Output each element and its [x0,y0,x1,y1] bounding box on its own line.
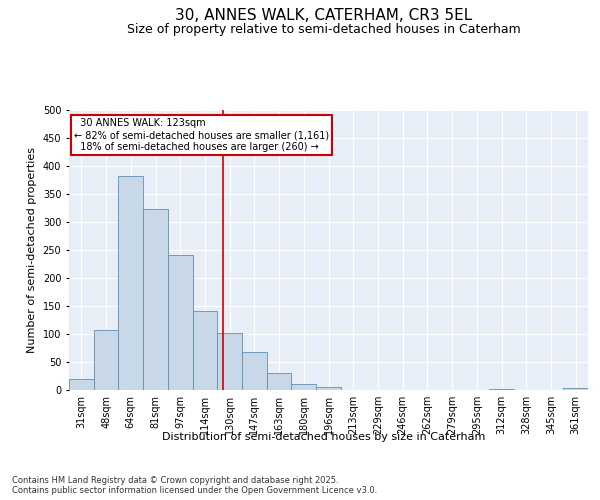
Text: Size of property relative to semi-detached houses in Caterham: Size of property relative to semi-detach… [127,22,521,36]
Y-axis label: Number of semi-detached properties: Number of semi-detached properties [27,147,37,353]
Bar [292,384,316,390]
Text: 30, ANNES WALK, CATERHAM, CR3 5EL: 30, ANNES WALK, CATERHAM, CR3 5EL [175,8,473,22]
Bar [118,176,143,390]
Bar [69,380,94,390]
Text: Distribution of semi-detached houses by size in Caterham: Distribution of semi-detached houses by … [163,432,485,442]
Bar [217,334,242,390]
Bar [563,388,588,390]
Bar [193,311,217,390]
Bar [94,330,118,390]
Bar [316,386,341,390]
Bar [489,389,514,390]
Text: Contains HM Land Registry data © Crown copyright and database right 2025.
Contai: Contains HM Land Registry data © Crown c… [12,476,377,495]
Bar [168,255,193,390]
Bar [242,352,267,390]
Text: 30 ANNES WALK: 123sqm
← 82% of semi-detached houses are smaller (1,161)
  18% of: 30 ANNES WALK: 123sqm ← 82% of semi-deta… [74,118,329,152]
Bar [143,209,168,390]
Bar [267,373,292,390]
